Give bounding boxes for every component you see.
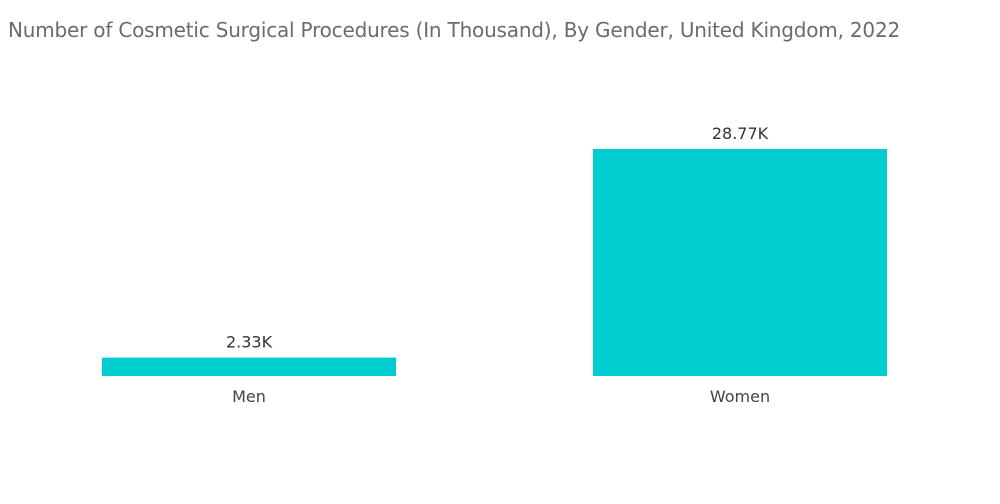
bar-women (593, 149, 887, 376)
data-label-women: 28.77K (712, 124, 769, 143)
chart-title: Number of Cosmetic Surgical Procedures (… (8, 18, 900, 42)
bar-men (102, 357, 396, 376)
bars-group (102, 149, 887, 376)
data-labels-group: 2.33K 28.77K (226, 124, 769, 352)
data-label-men: 2.33K (226, 333, 273, 352)
x-tick-label-men: Men (232, 387, 266, 406)
x-tick-labels-group: Men Women (232, 387, 770, 406)
x-tick-label-women: Women (710, 387, 770, 406)
